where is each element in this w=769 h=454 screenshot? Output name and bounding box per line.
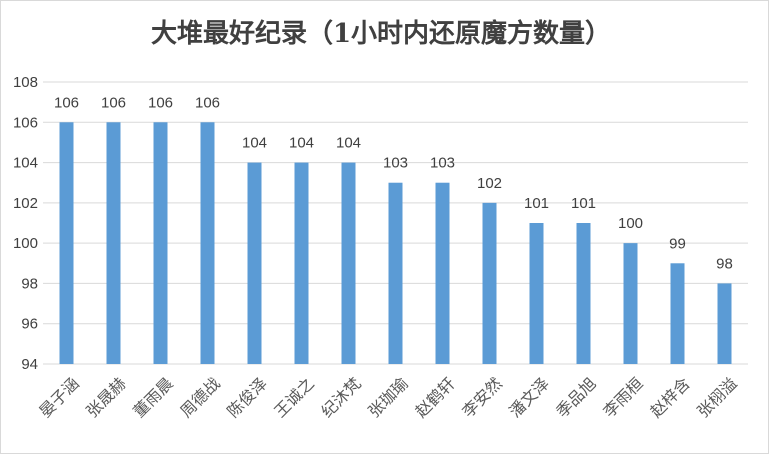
y-tick-label: 98 bbox=[21, 275, 38, 292]
data-label: 106 bbox=[54, 94, 79, 111]
data-label: 106 bbox=[148, 94, 173, 111]
bar bbox=[623, 243, 638, 364]
bar bbox=[717, 283, 732, 364]
data-label: 104 bbox=[242, 135, 267, 152]
y-tick-label: 106 bbox=[13, 114, 38, 131]
data-label: 106 bbox=[101, 94, 126, 111]
bar bbox=[388, 182, 403, 364]
bar bbox=[435, 182, 450, 364]
category-label: 张栩溢 bbox=[693, 374, 740, 421]
category-label: 李安然 bbox=[458, 374, 505, 421]
data-label: 102 bbox=[477, 175, 502, 192]
y-tick-label: 108 bbox=[13, 74, 38, 91]
category-label: 赵梓含 bbox=[646, 374, 693, 421]
category-label: 周德战 bbox=[176, 374, 223, 421]
data-label: 104 bbox=[336, 135, 361, 152]
y-tick-label: 104 bbox=[13, 155, 38, 172]
bar bbox=[670, 263, 685, 364]
category-label: 陈俊泽 bbox=[223, 374, 270, 421]
bar bbox=[294, 162, 309, 364]
category-label: 赵鹤轩 bbox=[411, 374, 458, 421]
data-label: 99 bbox=[669, 235, 686, 252]
bar bbox=[200, 122, 215, 365]
category-label: 王诚之 bbox=[270, 374, 317, 421]
y-axis-ticks: 94 96 98 100 102 104 106 108 bbox=[13, 74, 38, 373]
bars bbox=[59, 122, 732, 365]
bar bbox=[247, 162, 262, 364]
bar bbox=[576, 223, 591, 364]
y-tick-label: 100 bbox=[13, 235, 38, 252]
data-label: 106 bbox=[195, 94, 220, 111]
category-label: 张晟赫 bbox=[82, 374, 129, 421]
data-label: 101 bbox=[571, 195, 596, 212]
bar bbox=[341, 162, 356, 364]
bar bbox=[482, 202, 497, 364]
category-labels: 晏子涵 张晟赫 董雨晨 周德战 陈俊泽 王诚之 纪沐梵 张珈瑜 赵鹤轩 李安然 潘文泽 季品旭 李雨桓赵… bbox=[35, 374, 740, 421]
category-label: 董雨晨 bbox=[129, 374, 176, 421]
category-label: 李雨桓 bbox=[599, 374, 646, 421]
data-label: 104 bbox=[289, 135, 314, 152]
data-label: 101 bbox=[524, 195, 549, 212]
data-labels: 106 106 106 106 104 104 104 103 103 102 101 101 100 9… bbox=[54, 94, 733, 272]
category-label: 晏子涵 bbox=[35, 374, 82, 421]
data-label: 100 bbox=[618, 215, 643, 232]
bar bbox=[153, 122, 168, 365]
data-label: 103 bbox=[430, 155, 455, 172]
chart-title: 大堆最好纪录（1小时内还原魔方数量） bbox=[151, 18, 611, 49]
y-tick-label: 102 bbox=[13, 195, 38, 212]
category-label: 季品旭 bbox=[552, 374, 599, 421]
y-tick-label: 94 bbox=[21, 356, 38, 373]
category-label: 纪沐梵 bbox=[317, 374, 364, 421]
data-label: 103 bbox=[383, 155, 408, 172]
bar bbox=[529, 223, 544, 364]
category-label: 张珈瑜 bbox=[364, 374, 411, 421]
bar bbox=[106, 122, 121, 365]
category-label: 潘文泽 bbox=[505, 374, 552, 421]
data-label: 98 bbox=[716, 255, 733, 272]
bar bbox=[59, 122, 74, 365]
y-tick-label: 96 bbox=[21, 316, 38, 333]
